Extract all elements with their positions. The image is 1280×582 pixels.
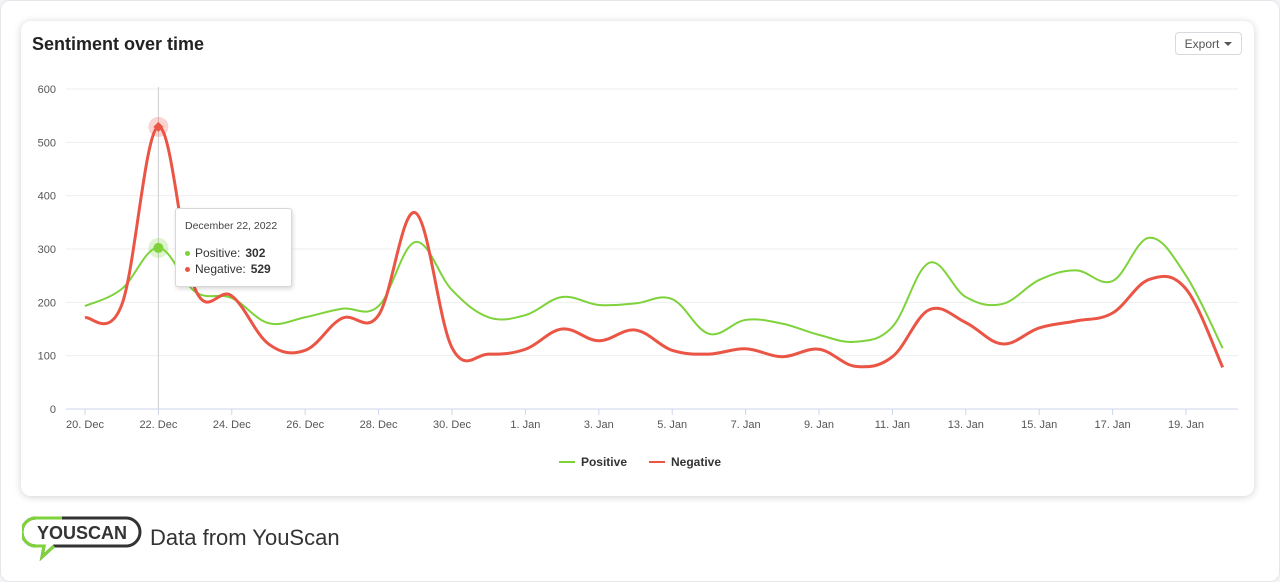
line-chart: 0 100 200 300 400 500 600 20. Dec 22. Dec 24. Dec… (38, 84, 1238, 431)
export-label: Export (1184, 36, 1220, 51)
export-button[interactable]: Export (1175, 32, 1242, 55)
x-tick-label: 13. Jan (948, 419, 984, 431)
legend-item-negative[interactable]: Negative (649, 455, 721, 469)
svg-text:YOUSCAN: YOUSCAN (37, 523, 127, 543)
y-tick-label: 0 (50, 404, 56, 416)
x-tick-label: 30. Dec (433, 419, 471, 431)
y-tick-label: 300 (38, 244, 56, 256)
highlight-point-positive (153, 242, 164, 253)
x-tick-label: 7. Jan (731, 419, 761, 431)
chart-legend: Positive Negative (0, 455, 1280, 469)
series-line-negative (84, 125, 1225, 369)
tooltip-negative-label: Negative: (195, 262, 246, 276)
caret-down-icon (1224, 41, 1233, 46)
y-tick-label: 200 (38, 297, 56, 309)
tooltip-positive-value: 302 (245, 246, 266, 260)
y-tick-label: 400 (38, 191, 56, 203)
youscan-logo: YOUSCAN (20, 515, 142, 562)
legend-label: Negative (671, 455, 722, 469)
x-tick-label: 22. Dec (139, 419, 177, 431)
x-tick-label: 26. Dec (286, 419, 324, 431)
footer: YOUSCAN Data from YouScan (20, 515, 340, 562)
x-tick-label: 19. Jan (1168, 419, 1204, 431)
x-tick-label: 28. Dec (360, 419, 398, 431)
tooltip-positive-label: Positive: (195, 246, 241, 260)
chart-title: Sentiment over time (32, 34, 205, 54)
legend-line-icon (558, 461, 575, 463)
x-tick-label: 1. Jan (510, 419, 540, 431)
y-tick-label: 100 (38, 351, 56, 363)
footer-text: Data from YouScan (150, 525, 340, 550)
x-tick-label: 5. Jan (657, 419, 687, 431)
highlight-point-negative (153, 121, 164, 132)
y-tick-label: 500 (38, 137, 56, 149)
x-tick-label: 9. Jan (804, 419, 834, 431)
y-tick-label: 600 (38, 84, 56, 96)
negative-dot-icon (185, 266, 190, 272)
x-tick-label: 15. Jan (1021, 419, 1057, 431)
tooltip-negative-value: 529 (250, 262, 271, 276)
positive-dot-icon (185, 250, 190, 256)
x-tick-label: 20. Dec (66, 419, 104, 431)
series-line-positive (84, 236, 1224, 349)
x-tick-label: 24. Dec (213, 419, 251, 431)
legend-label: Positive (580, 455, 627, 469)
x-tick-label: 3. Jan (584, 419, 614, 431)
x-tick-label: 11. Jan (875, 419, 910, 431)
x-tick-label: 17. Jan (1095, 419, 1131, 431)
legend-item-positive[interactable]: Positive (558, 455, 627, 469)
tooltip-date: December 22, 2022 (185, 220, 278, 232)
legend-line-icon (649, 461, 665, 463)
chart-tooltip: December 22, 2022 Positive: 302 Negative:… (175, 208, 292, 287)
